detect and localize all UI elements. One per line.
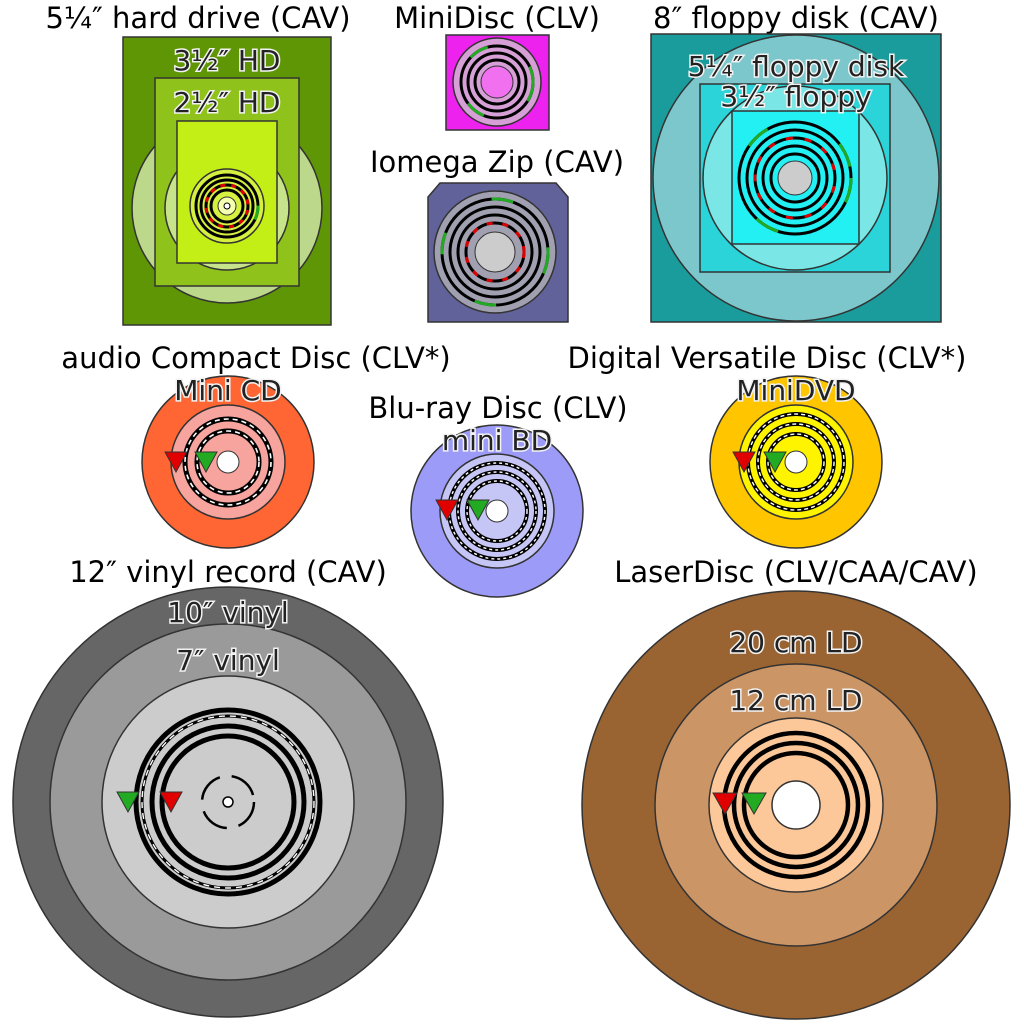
dvd-group: Digital Versatile Disc (CLV*) MiniDVD [568,341,967,549]
minidvd-label: MiniDVD [736,374,855,407]
mini-cd-label: Mini CD [174,374,281,407]
zip-title: Iomega Zip (CAV) [370,145,624,179]
vinyl-end-marker [116,791,140,814]
cd-group: audio Compact Disc (CLV*) Mini CD [61,341,451,549]
cd-end-marker [194,451,218,474]
cd-hole [216,450,240,474]
dvd-end-marker [763,451,787,474]
dvd-title: Digital Versatile Disc (CLV*) [568,341,967,375]
laserdisc-group: LaserDisc (CLV/CAA/CAV) 20 cm LD 12 cm L… [581,555,1011,1020]
bluray-group: Blu-ray Disc (CLV) mini BD [368,391,628,598]
zip-hub [474,231,516,273]
floppy-8-title: 8″ floppy disk (CAV) [653,1,939,35]
bluray-end-marker [466,499,490,522]
laserdisc-title: LaserDisc (CLV/CAA/CAV) [614,555,978,589]
vinyl-title: 12″ vinyl record (CAV) [69,555,387,589]
vinyl-group: 12″ vinyl record (CAV) 10″ vinyl 7″ viny… [12,555,444,1018]
hard-drive-tracks [189,168,265,244]
minidisc-title: MiniDisc (CLV) [394,1,600,35]
vinyl-grooves [133,707,323,897]
vinyl-10-label: 10″ vinyl [167,596,288,629]
ld-20cm-label: 20 cm LD [729,626,862,659]
floppy-group: 8″ floppy disk (CAV) 5¼″ floppy disk 3½″… [650,1,942,323]
ld-hole [771,780,821,830]
vinyl-start-marker [159,791,183,814]
ld-start-marker [712,792,738,816]
hard-drive-3-5-label: 3½″ HD [174,44,281,77]
minidisc-hub [480,65,514,99]
cd-start-marker [164,451,188,474]
bluray-start-marker [435,499,459,522]
dvd-start-marker [732,451,756,474]
floppy-5-25-label: 5¼″ floppy disk [688,50,905,83]
hard-drive-2-5-label: 2½″ HD [174,86,281,119]
ld-12cm-label: 12 cm LD [729,684,862,717]
zip-group: Iomega Zip (CAV) [370,145,624,323]
vinyl-7-label: 7″ vinyl [176,644,280,677]
floppy-tracks [737,120,853,236]
minidisc-group: MiniDisc (CLV) [394,1,600,131]
dvd-hole [784,450,808,474]
floppy-3-5-label: 3½″ floppy [720,80,871,113]
hard-drive-title: 5¼″ hard drive (CAV) [45,1,350,35]
bluray-hole [485,499,509,523]
hard-drive-group: 5¼″ hard drive (CAV) 3½″ HD 2½″ HD [45,1,351,326]
bluray-title: Blu-ray Disc (CLV) [368,391,627,425]
cd-title: audio Compact Disc (CLV*) [61,341,450,375]
ld-end-marker [741,792,767,816]
mini-bd-label: mini BD [442,424,552,457]
